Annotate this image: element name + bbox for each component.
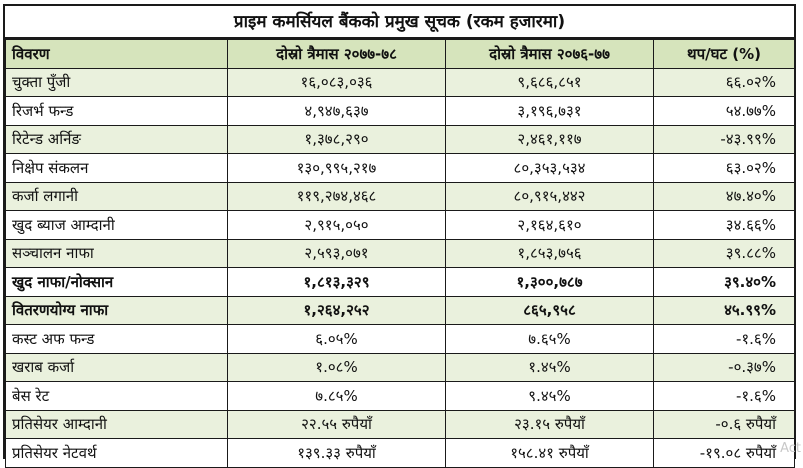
- row-label: कस्ट अफ फन्ड: [5, 324, 228, 354]
- value-change: ३९.८८%: [653, 238, 795, 268]
- table-title: प्राइम कमर्सियल बैंकको प्रमुख सूचक (रकम …: [5, 6, 794, 39]
- value-change: ४७.४०%: [653, 181, 795, 211]
- row-label: खराब कर्जा: [5, 352, 228, 382]
- value-change: -०.३७%: [653, 352, 795, 382]
- header-change: थप/घट (%): [653, 39, 795, 69]
- value-2077-78: १.०८%: [227, 352, 446, 382]
- value-change: -४३.९९%: [653, 124, 795, 154]
- value-change: ४५.९९%: [653, 295, 795, 325]
- value-change: ३९.४०%: [653, 267, 795, 297]
- indicators-table: विवरण दोस्रो त्रैमास २०७७-७८ दोस्रो त्रै…: [5, 39, 795, 468]
- row-label: खुद ब्याज आम्दानी: [5, 210, 228, 240]
- row-label: कर्जा लगानी: [5, 181, 228, 211]
- value-change: ६६.०२%: [653, 67, 795, 97]
- header-q2-2077-78: दोस्रो त्रैमास २०७७-७८: [227, 39, 446, 69]
- header-q2-2076-77: दोस्रो त्रैमास २०७६-७७: [445, 39, 654, 69]
- value-2076-77: ८६५,९५८: [445, 295, 654, 325]
- table-row: सञ्चालन नाफा २,५९३,०७१ १,८५३,७५६ ३९.८८%: [5, 238, 795, 268]
- value-2076-77: १५८.४१ रुपैयाँ: [445, 438, 654, 468]
- value-2077-78: १३९.३३ रुपैयाँ: [227, 438, 446, 468]
- row-label: रिजर्भ फन्ड: [5, 96, 228, 126]
- value-change: ६३.०२%: [653, 153, 795, 183]
- value-change: -१.६%: [653, 381, 795, 411]
- value-change: ५४.७७%: [653, 96, 795, 126]
- row-label: खुद नाफा/नोक्सान: [5, 267, 228, 297]
- table-row: प्रतिसेयर नेटवर्थ १३९.३३ रुपैयाँ १५८.४१ रु…: [5, 438, 795, 468]
- table-row: बेस रेट ७.८५% ९.४५% -१.६%: [5, 381, 795, 411]
- value-2077-78: १,३७८,२९०: [227, 124, 446, 154]
- table-row: खुद ब्याज आम्दानी २,९१५,०५० २,१६४,६१० ३४.६६…: [5, 210, 795, 240]
- row-label: निक्षेप संकलन: [5, 153, 228, 183]
- value-2077-78: ११९,२७४,४६८: [227, 181, 446, 211]
- value-2076-77: ७.६५%: [445, 324, 654, 354]
- row-label: प्रतिसेयर नेटवर्थ: [5, 438, 228, 468]
- header-description: विवरण: [5, 39, 228, 69]
- value-2077-78: २,९१५,०५०: [227, 210, 446, 240]
- row-label: वितरणयोग्य नाफा: [5, 295, 228, 325]
- value-2076-77: २,४६१,११७: [445, 124, 654, 154]
- value-2076-77: २,१६४,६१०: [445, 210, 654, 240]
- value-change: ३४.६६%: [653, 210, 795, 240]
- row-label: रिटेन्ड अर्निङ: [5, 124, 228, 154]
- table-row: कस्ट अफ फन्ड ६.०५% ७.६५% -१.६%: [5, 324, 795, 354]
- value-change: -१.६%: [653, 324, 795, 354]
- table-row: कर्जा लगानी ११९,२७४,४६८ ८०,९१५,४४२ ४७.४०%: [5, 181, 795, 211]
- value-2076-77: १.४५%: [445, 352, 654, 382]
- table-frame: प्राइम कमर्सियल बैंकको प्रमुख सूचक (रकम …: [3, 4, 796, 468]
- table-row: वितरणयोग्य नाफा १,२६४,२५२ ८६५,९५८ ४५.९९%: [5, 295, 795, 325]
- table-row: चुक्ता पुँजी १६,०८३,०३६ ९,६८६,८५१ ६६.०२%: [5, 67, 795, 97]
- value-2076-77: ३,१९६,७३१: [445, 96, 654, 126]
- value-2077-78: ४,९४७,६३७: [227, 96, 446, 126]
- value-2076-77: ९,६८६,८५१: [445, 67, 654, 97]
- value-2076-77: १,३००,७८७: [445, 267, 654, 297]
- value-2077-78: १६,०८३,०३६: [227, 67, 446, 97]
- value-2076-77: ८०,३५३,५३४: [445, 153, 654, 183]
- row-label: चुक्ता पुँजी: [5, 67, 228, 97]
- value-2076-77: २३.१५ रुपैयाँ: [445, 409, 654, 439]
- value-2077-78: ६.०५%: [227, 324, 446, 354]
- value-change: -१९.०८ रुपैयाँ: [653, 438, 795, 468]
- value-2077-78: १,२६४,२५२: [227, 295, 446, 325]
- value-change: -०.६ रुपैयाँ: [653, 409, 795, 439]
- value-2076-77: १,८५३,७५६: [445, 238, 654, 268]
- value-2076-77: ९.४५%: [445, 381, 654, 411]
- row-label: सञ्चालन नाफा: [5, 238, 228, 268]
- table-row: खराब कर्जा १.०८% १.४५% -०.३७%: [5, 352, 795, 382]
- value-2077-78: २,५९३,०७१: [227, 238, 446, 268]
- value-2076-77: ८०,९१५,४४२: [445, 181, 654, 211]
- table-row: निक्षेप संकलन १३०,९९५,२१७ ८०,३५३,५३४ ६३.०२%: [5, 153, 795, 183]
- table-row: रिटेन्ड अर्निङ १,३७८,२९० २,४६१,११७ -४३.९९%: [5, 124, 795, 154]
- activation-watermark: Act: [780, 441, 801, 456]
- table-row: खुद नाफा/नोक्सान १,८१३,३२९ १,३००,७८७ ३९.४०%: [5, 267, 795, 297]
- value-2077-78: २२.५५ रुपैयाँ: [227, 409, 446, 439]
- value-2077-78: १३०,९९५,२१७: [227, 153, 446, 183]
- row-label: प्रतिसेयर आम्दानी: [5, 409, 228, 439]
- value-2077-78: १,८१३,३२९: [227, 267, 446, 297]
- value-2077-78: ७.८५%: [227, 381, 446, 411]
- row-label: बेस रेट: [5, 381, 228, 411]
- table-row: प्रतिसेयर आम्दानी २२.५५ रुपैयाँ २३.१५ रुपै…: [5, 409, 795, 439]
- header-row: विवरण दोस्रो त्रैमास २०७७-७८ दोस्रो त्रै…: [5, 39, 795, 69]
- table-row: रिजर्भ फन्ड ४,९४७,६३७ ३,१९६,७३१ ५४.७७%: [5, 96, 795, 126]
